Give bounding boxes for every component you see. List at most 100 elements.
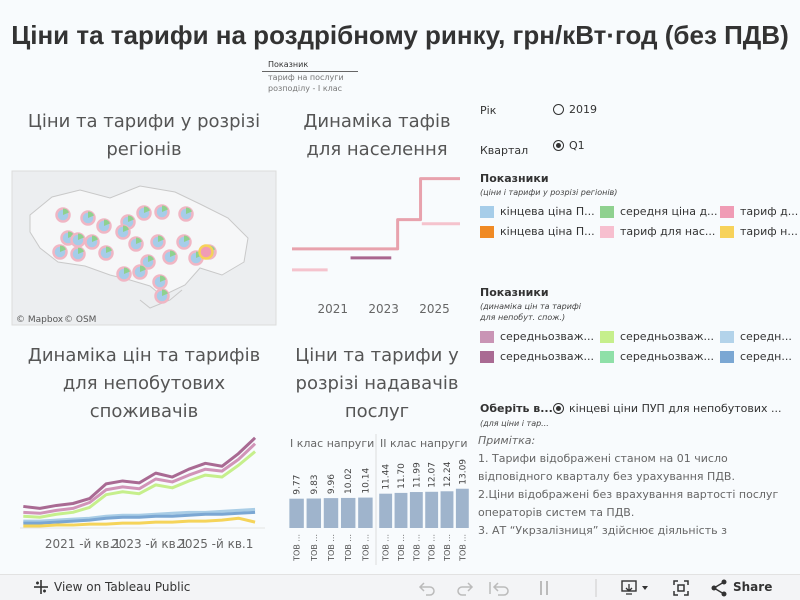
filter-label: Квартал [480, 144, 529, 157]
note: Примітка: 1. Тарифи відображені станом н… [478, 432, 794, 540]
legend-item[interactable]: середньозваж... [600, 330, 714, 343]
toolbar: View on Tableau Public Share [0, 574, 800, 600]
tableau-icon [34, 580, 48, 594]
redo-icon[interactable] [457, 582, 474, 596]
share-label[interactable]: Share [733, 580, 773, 594]
legend-label: середньозваж... [620, 330, 715, 343]
category-label: ТОВ ... [361, 534, 370, 562]
note-line: 3. АТ “Укрзалізниця” здійснює діяльність… [478, 524, 727, 537]
panel-title: Динаміка цін та тарифів для непобутових … [27, 345, 261, 422]
bar-value-label: 12.24 [443, 461, 453, 487]
map-pie-slice [158, 235, 164, 242]
map-pie-slice [184, 235, 190, 242]
legend-subtitle: для непобут. спож.) [480, 313, 566, 322]
radio-option[interactable]: кінцеві ціни ПУП для непобутових ... [553, 402, 782, 415]
map-pie-slice [63, 208, 69, 215]
map-pie-slice [162, 205, 168, 212]
legend-swatch [480, 330, 494, 343]
legend-subtitle: (ціни і тарифи у розрізі регіонів) [480, 188, 618, 197]
x-tick-label: 2021 [317, 302, 348, 316]
legend-item[interactable]: середн... [720, 330, 792, 343]
note-line: 1. Тарифи відображені станом на 01 число [478, 452, 728, 465]
undo-icon[interactable] [418, 582, 435, 596]
view-button[interactable]: View on Tableau Public [34, 580, 190, 594]
map-pie-slice [106, 246, 112, 253]
category-label: ТОВ ... [344, 534, 353, 562]
radio-button[interactable] [553, 403, 564, 414]
map-pie-slice [78, 247, 84, 254]
legend-item[interactable]: кінцева ціна П... [480, 205, 595, 218]
pause-icon[interactable] [540, 581, 548, 595]
legend-label: кінцева ціна П... [500, 205, 595, 218]
tooltip-heading: Показник [262, 58, 358, 72]
group-header: ІІ клас напруги [380, 437, 468, 450]
map-pie-slice [123, 225, 129, 232]
legend-swatch [480, 350, 494, 363]
legend-label: середн... [740, 330, 792, 343]
radio-button[interactable] [553, 140, 564, 151]
legend-swatch [720, 350, 734, 363]
map-pie-slice [104, 219, 110, 226]
bar [379, 493, 393, 528]
legend-swatch [720, 330, 734, 343]
category-label: ТОВ ... [293, 534, 302, 562]
download-icon[interactable] [621, 580, 648, 595]
map-pie-slice [160, 275, 166, 282]
bar-value-label: 10.02 [344, 468, 354, 494]
legend-item[interactable]: тариф н... [720, 225, 798, 238]
legend-label: тариф н... [740, 225, 798, 238]
legend-label: середн... [740, 350, 792, 363]
map-pie-slice [88, 211, 94, 218]
filter-label: Оберіть в... [480, 402, 553, 415]
legend-item[interactable]: середн... [720, 350, 792, 363]
tooltip-line: розподілу - І клас [268, 84, 343, 93]
map-pie-slice [128, 215, 134, 222]
legend-item[interactable]: середньозваж... [480, 330, 594, 343]
category-label: ТОВ ... [382, 534, 391, 562]
bar-value-label: 10.14 [361, 468, 371, 494]
group-header: І клас напруги [290, 437, 374, 450]
legend-item[interactable]: тариф для нас... [600, 225, 715, 238]
category-label: ТОВ ... [428, 534, 437, 562]
legend-item[interactable]: середньозваж... [600, 350, 714, 363]
legend-item[interactable]: тариф д... [720, 205, 798, 218]
legend-label: середньозваж... [500, 330, 595, 343]
x-tick-label: 2023 [368, 302, 399, 316]
legend-item[interactable]: середня ціна д... [600, 205, 718, 218]
x-tick-label: 2025 [419, 302, 450, 316]
legend-item[interactable]: середньозваж... [480, 350, 594, 363]
view-label: View on Tableau Public [54, 580, 191, 594]
panel-title: Ціни та тарифи у розрізі регіонів [27, 111, 261, 160]
fullscreen-icon[interactable] [673, 580, 689, 596]
filter-label: Рік [480, 104, 497, 117]
legend-swatch [720, 225, 734, 238]
radio-button[interactable] [553, 104, 564, 115]
category-label: ТОВ ... [327, 534, 336, 562]
map-pie-slice [92, 235, 98, 242]
note-line: відповідного кварталу без урахування ПДВ… [478, 470, 735, 483]
legend-title: Показники [480, 172, 549, 185]
panel-title: Ціни та тарифи у розрізі надавачів послу… [295, 345, 459, 422]
share-icon[interactable] [711, 579, 727, 597]
line-series [23, 442, 257, 515]
radio-option[interactable]: 2019 [553, 103, 597, 116]
legend-swatch [720, 205, 734, 218]
legend-label: тариф д... [740, 205, 799, 218]
revert-icon[interactable] [489, 582, 509, 596]
bar-value-label: 9.83 [310, 474, 320, 494]
legend-item[interactable]: кінцева ціна П... [480, 225, 595, 238]
category-label: ТОВ ... [397, 534, 406, 562]
radio-option[interactable]: Q1 [553, 139, 585, 152]
category-label: ТОВ ... [412, 534, 421, 562]
line-series [23, 507, 256, 523]
legend-label: тариф для нас... [620, 225, 716, 238]
legend-label: середньозваж... [500, 350, 595, 363]
legend-swatch [480, 225, 494, 238]
line-series [23, 516, 256, 528]
map-pie-slice [140, 265, 146, 272]
map-pie-slice [186, 207, 192, 214]
legend-subtitle: (динаміка цін та тарифі [480, 302, 581, 311]
map-pie [198, 244, 214, 260]
